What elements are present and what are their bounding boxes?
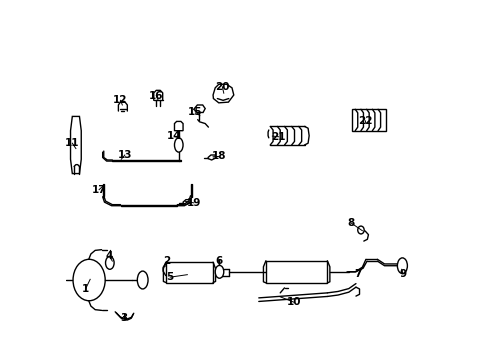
Text: 21: 21 — [271, 132, 285, 142]
Bar — [351, 109, 385, 131]
Polygon shape — [70, 116, 81, 174]
Text: 20: 20 — [215, 82, 229, 92]
Ellipse shape — [215, 265, 224, 278]
Text: 5: 5 — [166, 272, 173, 282]
Text: 9: 9 — [398, 269, 406, 279]
Text: 18: 18 — [211, 152, 225, 161]
Text: 12: 12 — [113, 95, 127, 105]
Text: 17: 17 — [92, 185, 106, 195]
Text: 6: 6 — [215, 256, 222, 266]
Polygon shape — [174, 121, 183, 131]
Ellipse shape — [357, 226, 364, 234]
Text: 16: 16 — [149, 91, 163, 101]
Text: 8: 8 — [346, 218, 354, 228]
Ellipse shape — [397, 258, 407, 274]
Text: 4: 4 — [105, 251, 113, 261]
Text: 13: 13 — [117, 150, 132, 160]
Ellipse shape — [137, 271, 148, 289]
Ellipse shape — [105, 256, 114, 269]
Polygon shape — [213, 84, 233, 103]
Text: 15: 15 — [187, 107, 202, 117]
Text: 1: 1 — [82, 284, 89, 294]
Text: 11: 11 — [65, 138, 80, 148]
Bar — [165, 262, 213, 283]
Ellipse shape — [73, 259, 105, 301]
Bar — [265, 261, 326, 283]
Ellipse shape — [174, 138, 183, 152]
Text: 19: 19 — [186, 198, 201, 208]
Text: 10: 10 — [286, 297, 301, 307]
Text: 7: 7 — [354, 269, 361, 279]
Text: 22: 22 — [357, 116, 372, 126]
Text: 2: 2 — [163, 256, 170, 266]
Polygon shape — [193, 105, 205, 112]
Text: 14: 14 — [166, 131, 181, 141]
Text: 3: 3 — [120, 313, 127, 323]
